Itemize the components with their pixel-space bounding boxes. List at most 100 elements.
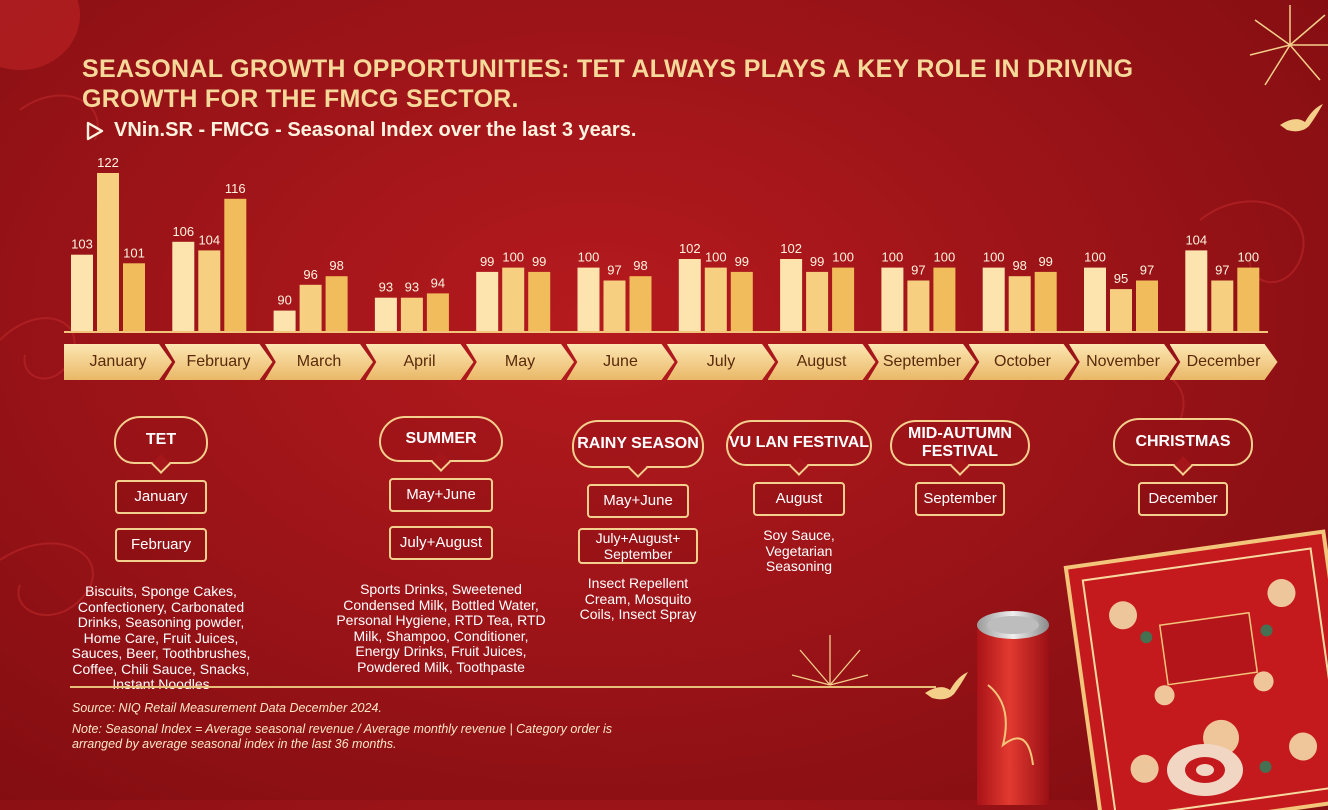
bar-may-3	[528, 271, 551, 331]
bar-march-2	[299, 284, 322, 331]
bar-july-1	[678, 259, 701, 331]
bar-march-1	[273, 310, 296, 331]
season-period: August	[753, 482, 845, 516]
data-label-november-3: 97	[1140, 263, 1154, 278]
data-label-october-1: 100	[983, 250, 1005, 265]
bar-december-3	[1237, 267, 1260, 331]
swallow-icon	[1280, 104, 1323, 132]
data-label-january-3: 101	[123, 245, 145, 260]
bar-october-3	[1034, 271, 1057, 331]
data-label-november-2: 95	[1114, 271, 1128, 286]
play-icon	[86, 121, 104, 140]
month-label-june: June	[566, 344, 675, 380]
season-period: May+June	[587, 484, 689, 518]
bar-july-2	[704, 267, 727, 331]
month-label-september: September	[868, 344, 976, 380]
seasonal-index-bar-chart: 103 122 101 106 104 116 90 96 98 93 93 94 99 100 99 100…	[64, 155, 1268, 333]
data-label-january-2: 122	[97, 155, 119, 170]
data-label-april-3: 94	[431, 275, 445, 290]
season-tet: TET January February Biscuits, Sponge Cakes…	[68, 416, 254, 693]
data-label-february-2: 104	[198, 232, 220, 247]
methodology-note: Note: Seasonal Index = Average seasonal …	[72, 722, 613, 751]
bar-may-1	[476, 271, 499, 331]
data-label-september-2: 97	[911, 263, 925, 278]
season-categories: Biscuits, Sponge Cakes, Confectionery, C…	[71, 583, 251, 692]
data-label-may-2: 100	[502, 250, 524, 265]
bar-december-1	[1185, 250, 1208, 331]
month-label-february: February	[164, 344, 273, 380]
subtitle-text: VNin.SR - FMCG - Seasonal Index over the…	[114, 119, 637, 141]
month-label-april: April	[365, 344, 474, 380]
season-title: CHRISTMAS	[1113, 418, 1253, 466]
firework-icon	[791, 635, 869, 686]
data-label-may-3: 99	[532, 254, 546, 269]
month-label-november: November	[1069, 344, 1177, 380]
bar-june-2	[603, 280, 626, 331]
data-label-august-3: 100	[832, 250, 854, 265]
season-period: September	[915, 482, 1005, 516]
bar-january-3	[123, 263, 145, 331]
bar-november-1	[1084, 267, 1106, 331]
season-period: January	[115, 480, 207, 514]
month-label-august: August	[767, 344, 876, 380]
firework-icon	[1249, 5, 1328, 86]
swallow-icon	[925, 672, 968, 700]
bar-june-1	[577, 267, 600, 331]
data-label-april-2: 93	[405, 280, 419, 295]
bar-february-1	[172, 241, 195, 331]
footer-divider	[70, 686, 936, 688]
data-label-september-3: 100	[934, 250, 956, 265]
bar-february-2	[198, 250, 221, 331]
bar-august-1	[780, 259, 803, 331]
bar-september-2	[907, 280, 930, 331]
gift-box-image	[1063, 529, 1328, 810]
data-label-january-1: 103	[71, 237, 93, 252]
month-label-october: October	[968, 344, 1077, 380]
bar-january-2	[97, 173, 119, 331]
season-period: May+June	[389, 478, 493, 512]
season-christmas: CHRISTMAS December	[1113, 418, 1253, 516]
bar-april-2	[400, 297, 423, 331]
bar-december-2	[1211, 280, 1234, 331]
bar-august-3	[832, 267, 855, 331]
data-label-march-3: 98	[329, 258, 343, 273]
data-label-october-2: 98	[1012, 258, 1026, 273]
bar-november-2	[1110, 289, 1132, 331]
can-image	[977, 611, 1049, 805]
bar-march-3	[325, 276, 348, 331]
season-title: MID-AUTUMN FESTIVAL	[890, 420, 1030, 466]
page-title: SEASONAL GROWTH OPPORTUNITIES: TET ALWAY…	[82, 55, 1134, 113]
season-period: July+August+ September	[578, 528, 698, 564]
data-label-february-1: 106	[172, 224, 194, 239]
month-label-january: January	[64, 344, 172, 380]
season-title: VU LAN FESTIVAL	[726, 420, 872, 466]
data-label-july-1: 102	[679, 241, 701, 256]
data-label-august-1: 102	[780, 241, 802, 256]
bar-january-1	[71, 254, 93, 331]
bar-september-3	[933, 267, 956, 331]
data-label-november-1: 100	[1084, 250, 1106, 265]
data-label-october-3: 99	[1038, 254, 1052, 269]
bar-february-3	[224, 198, 247, 331]
season-period: July+August	[389, 526, 493, 560]
data-label-june-2: 97	[607, 263, 621, 278]
month-label-may: May	[466, 344, 574, 380]
bar-november-3	[1136, 280, 1158, 331]
month-label-march: March	[265, 344, 373, 380]
season-vu-lan-festival: VU LAN FESTIVAL August Soy Sauce, Vegetari…	[726, 420, 872, 575]
season-title: SUMMER	[379, 416, 503, 462]
season-period: February	[115, 528, 207, 562]
data-label-december-2: 97	[1215, 263, 1229, 278]
month-label-july: July	[667, 344, 775, 380]
data-label-february-3: 116	[225, 181, 246, 196]
bar-august-2	[806, 271, 829, 331]
coin-decoration	[1167, 744, 1243, 796]
season-title: TET	[114, 416, 208, 464]
data-label-september-1: 100	[882, 250, 904, 265]
bar-may-2	[502, 267, 525, 331]
season-title: RAINY SEASON	[572, 420, 704, 468]
bar-july-3	[730, 271, 753, 331]
data-label-july-2: 100	[705, 250, 727, 265]
bar-october-1	[982, 267, 1005, 331]
data-label-march-1: 90	[277, 293, 291, 308]
